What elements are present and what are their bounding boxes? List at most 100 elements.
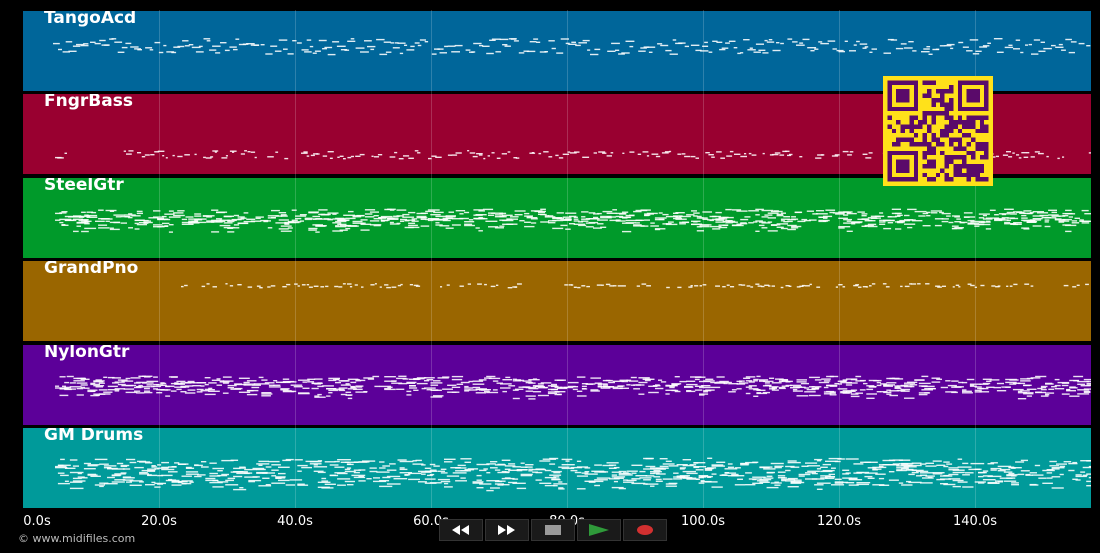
track-lane-gm-drums[interactable]: GM Drums bbox=[23, 428, 1091, 508]
note-mark bbox=[790, 387, 800, 389]
note-mark bbox=[694, 389, 703, 391]
qr-module bbox=[931, 150, 936, 156]
qr-module bbox=[979, 128, 985, 134]
note-mark bbox=[403, 155, 410, 157]
note-mark bbox=[901, 468, 909, 470]
note-mark bbox=[328, 392, 333, 394]
note-mark bbox=[842, 150, 849, 153]
record-button[interactable] bbox=[623, 519, 667, 541]
note-mark bbox=[837, 388, 848, 390]
note-mark bbox=[920, 463, 927, 465]
stop-button[interactable] bbox=[531, 519, 575, 541]
note-mark bbox=[1046, 477, 1053, 479]
note-mark bbox=[1061, 393, 1070, 395]
note-mark bbox=[216, 218, 223, 220]
note-mark bbox=[654, 228, 661, 231]
note-mark bbox=[240, 153, 245, 155]
track-lane-grandpno[interactable]: GrandPno bbox=[23, 261, 1091, 341]
track-lane-tangoacd[interactable]: TangoAcd bbox=[23, 11, 1091, 91]
note-mark bbox=[816, 488, 823, 490]
qr-module bbox=[957, 142, 963, 147]
note-mark bbox=[77, 476, 85, 478]
note-mark bbox=[861, 218, 868, 220]
note-mark bbox=[94, 458, 108, 461]
note-mark bbox=[1062, 218, 1072, 221]
note-mark bbox=[995, 286, 1000, 288]
note-mark bbox=[502, 214, 513, 216]
note-mark bbox=[882, 459, 896, 462]
play-button[interactable] bbox=[577, 519, 621, 541]
note-mark bbox=[524, 221, 531, 223]
note-mark bbox=[626, 470, 638, 472]
note-mark bbox=[525, 464, 534, 466]
qr-module bbox=[949, 159, 954, 164]
note-mark bbox=[1058, 43, 1063, 46]
note-mark bbox=[460, 381, 470, 384]
note-mark bbox=[1088, 152, 1091, 154]
note-mark bbox=[1040, 395, 1049, 397]
note-mark bbox=[939, 211, 944, 214]
note-mark bbox=[622, 211, 629, 213]
note-mark bbox=[215, 52, 221, 54]
note-mark bbox=[123, 150, 126, 152]
note-mark bbox=[80, 378, 90, 380]
note-mark bbox=[490, 461, 498, 463]
note-mark bbox=[103, 483, 118, 485]
track-lane-steelgtr[interactable]: SteelGtr bbox=[23, 178, 1091, 258]
note-mark bbox=[433, 380, 441, 382]
note-mark bbox=[304, 218, 312, 221]
note-mark bbox=[574, 471, 582, 474]
note-mark bbox=[227, 384, 237, 387]
note-mark bbox=[891, 208, 901, 210]
note-mark bbox=[587, 49, 591, 51]
note-mark bbox=[866, 397, 875, 399]
qr-module bbox=[918, 142, 923, 147]
note-mark bbox=[344, 49, 350, 51]
rewind-button[interactable] bbox=[439, 519, 483, 541]
note-mark bbox=[174, 382, 179, 384]
note-mark bbox=[72, 480, 86, 482]
note-mark bbox=[522, 380, 532, 382]
note-mark bbox=[904, 385, 913, 388]
note-mark bbox=[1029, 472, 1037, 474]
note-mark bbox=[794, 211, 802, 214]
note-mark bbox=[686, 383, 698, 386]
note-mark bbox=[954, 386, 964, 388]
note-mark bbox=[729, 150, 734, 153]
note-mark bbox=[904, 214, 910, 217]
note-mark bbox=[313, 285, 319, 287]
note-mark bbox=[233, 488, 247, 491]
qr-module bbox=[966, 120, 971, 125]
qr-module bbox=[953, 155, 958, 160]
note-mark bbox=[153, 224, 163, 226]
note-mark bbox=[253, 383, 266, 385]
note-mark bbox=[864, 46, 869, 48]
note-mark bbox=[420, 218, 426, 220]
note-mark bbox=[95, 386, 103, 388]
note-mark bbox=[200, 390, 210, 392]
note-mark bbox=[315, 231, 320, 233]
note-mark bbox=[922, 212, 929, 215]
note-mark bbox=[673, 215, 683, 217]
note-mark bbox=[211, 379, 221, 381]
qr-module bbox=[918, 124, 923, 129]
note-mark bbox=[792, 388, 798, 391]
qr-module bbox=[966, 168, 971, 173]
note-mark bbox=[408, 226, 420, 229]
note-mark bbox=[398, 375, 407, 377]
note-mark bbox=[111, 474, 122, 476]
fast-forward-button[interactable] bbox=[485, 519, 529, 541]
note-mark bbox=[1040, 386, 1047, 389]
note-mark bbox=[681, 153, 686, 155]
qr-module bbox=[962, 159, 967, 164]
note-mark bbox=[293, 386, 303, 388]
qr-module bbox=[975, 142, 980, 147]
note-mark bbox=[114, 390, 120, 392]
note-mark bbox=[157, 226, 162, 228]
track-lane-nylongtr[interactable]: NylonGtr bbox=[23, 345, 1091, 425]
note-mark bbox=[1023, 392, 1034, 394]
note-mark bbox=[790, 384, 802, 387]
note-mark bbox=[565, 42, 570, 45]
note-mark bbox=[699, 224, 709, 226]
note-mark bbox=[844, 40, 848, 42]
